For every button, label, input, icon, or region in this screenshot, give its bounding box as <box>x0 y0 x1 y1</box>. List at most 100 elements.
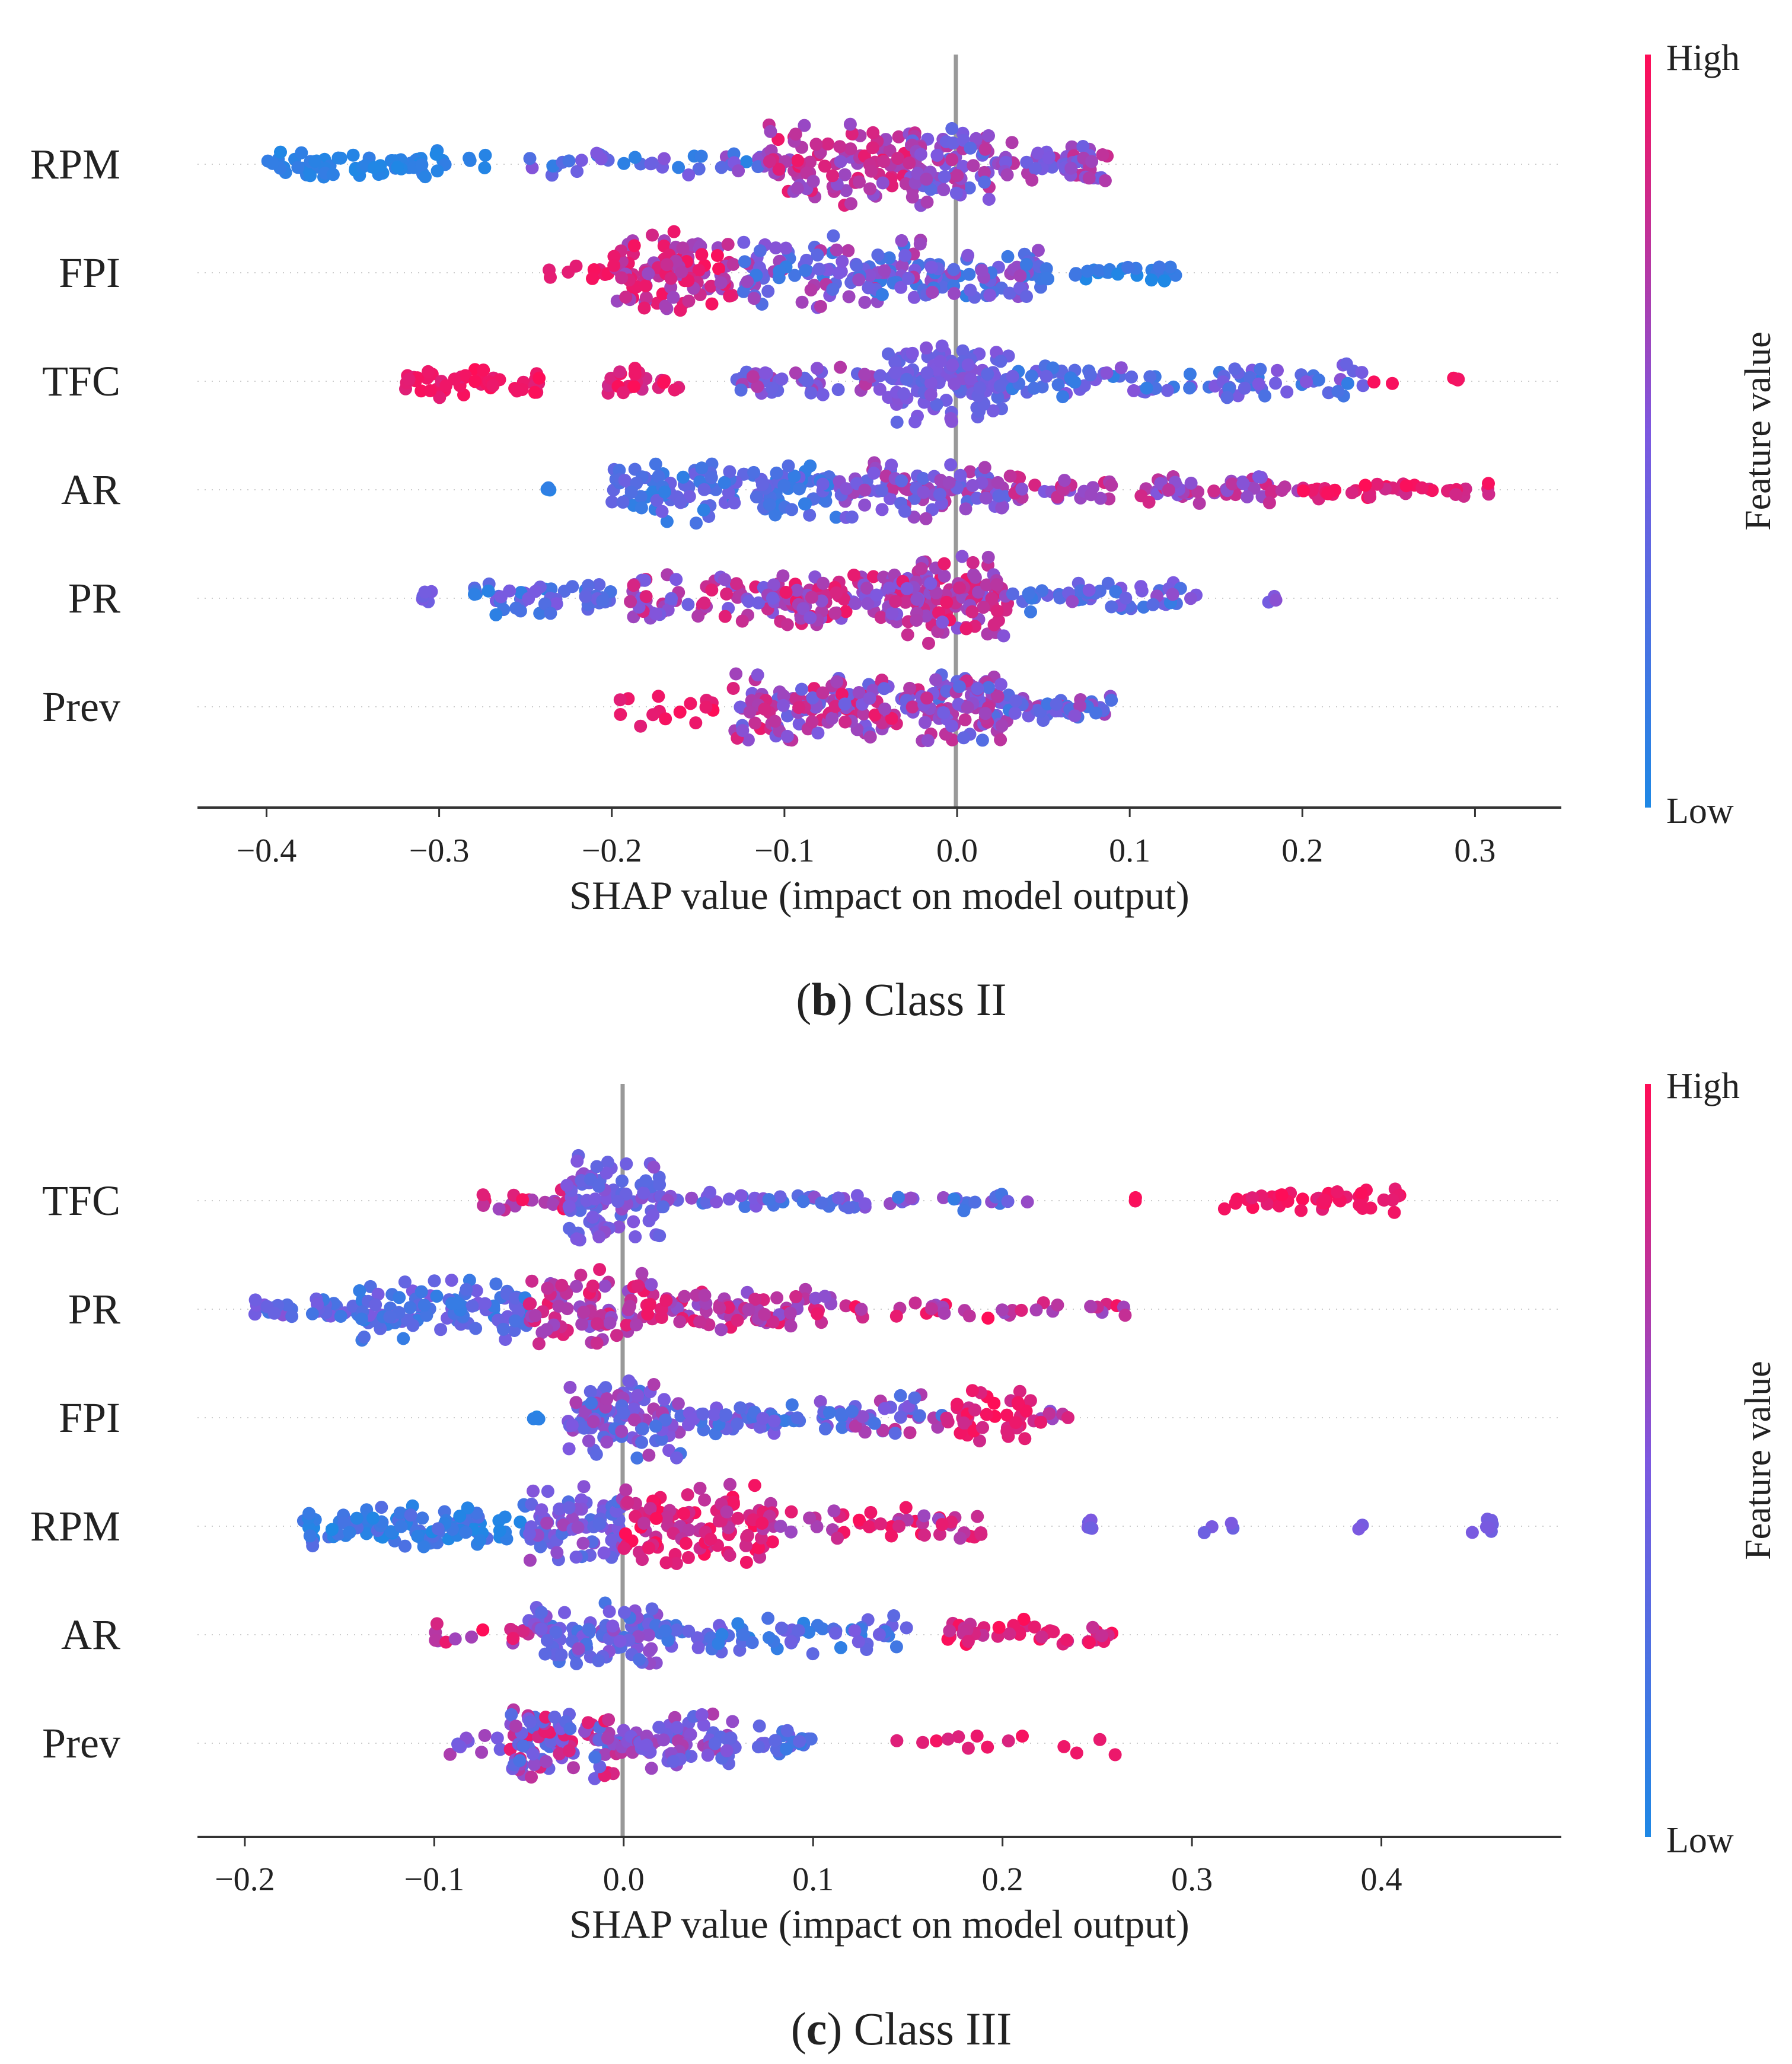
shap-point <box>777 478 791 492</box>
shap-point <box>1070 1746 1083 1760</box>
shap-point <box>562 1442 576 1456</box>
shap-point <box>957 1204 971 1217</box>
shap-point <box>1192 496 1206 510</box>
shap-point <box>1066 595 1079 608</box>
shap-point <box>422 365 435 378</box>
shap-point <box>996 1303 1009 1317</box>
shap-point <box>738 1200 752 1213</box>
shap-point <box>936 615 949 629</box>
shap-point <box>627 1413 641 1427</box>
shap-point <box>646 708 660 722</box>
shap-point <box>566 580 579 594</box>
shap-point <box>678 1290 691 1303</box>
shap-point <box>980 578 993 592</box>
shap-point <box>646 1208 660 1222</box>
shap-point <box>612 1220 626 1234</box>
shap-point <box>592 1517 606 1530</box>
shap-point <box>908 1391 921 1405</box>
shap-point <box>1098 174 1112 187</box>
shap-point <box>810 1520 824 1533</box>
shap-point <box>592 1179 605 1193</box>
shap-point <box>792 701 806 714</box>
shap-point <box>719 1408 733 1422</box>
shap-point <box>647 1160 661 1174</box>
shap-point <box>615 1425 629 1438</box>
shap-point <box>528 1758 541 1771</box>
shap-point <box>539 1711 553 1724</box>
shap-point <box>983 288 997 302</box>
shap-point <box>563 1380 577 1394</box>
caption-class-ii: (b) Class II <box>796 974 1006 1025</box>
shap-point <box>889 595 903 608</box>
panel-class-iii: −0.2 −0.1 0.0 0.1 0.2 0.3 0.4 TFC PR FPI RPM AR Pre… <box>30 1066 1778 2055</box>
shap-point <box>731 1511 745 1525</box>
shap-point <box>947 263 961 276</box>
shap-point <box>945 719 958 733</box>
shap-point <box>834 361 847 374</box>
shap-point <box>675 265 688 279</box>
shap-point <box>857 707 870 721</box>
shap-point <box>761 285 775 298</box>
shap-point <box>1363 490 1377 504</box>
shap-point <box>914 148 927 161</box>
shap-point <box>1158 274 1171 288</box>
shap-point <box>534 1606 548 1619</box>
shap-point <box>775 372 789 386</box>
shap-point <box>430 1617 444 1631</box>
shap-point <box>877 155 891 168</box>
shap-point <box>667 1754 680 1768</box>
shap-point <box>577 1480 591 1494</box>
shap-point <box>600 1166 613 1180</box>
shap-point <box>938 1306 951 1320</box>
shap-point <box>746 370 760 384</box>
shap-point <box>1021 1195 1034 1209</box>
shap-point <box>766 1535 779 1549</box>
shap-point <box>787 469 801 483</box>
shap-point <box>337 1516 351 1530</box>
shap-point <box>476 1623 490 1636</box>
shap-point <box>742 1303 755 1316</box>
shap-point <box>862 1520 876 1534</box>
shap-point <box>834 1641 847 1654</box>
shap-point <box>614 708 627 721</box>
shap-point <box>952 581 966 595</box>
x-tick-label: 0.2 <box>1281 832 1323 869</box>
shap-point <box>949 186 963 200</box>
shap-point <box>638 573 652 587</box>
x-axis-label: SHAP value (impact on model output) <box>569 1902 1190 1947</box>
shap-point <box>429 148 443 161</box>
shap-point <box>398 1275 412 1289</box>
shap-point <box>789 127 802 141</box>
shap-point <box>667 291 680 304</box>
shap-point <box>1386 377 1399 390</box>
shap-point <box>913 237 927 251</box>
shap-point <box>878 702 892 716</box>
shap-point <box>417 1540 431 1553</box>
shap-point <box>892 130 905 143</box>
shap-point <box>1143 370 1157 384</box>
shap-point <box>954 468 967 482</box>
shap-point <box>274 145 287 159</box>
shap-point <box>875 484 889 497</box>
shap-point <box>682 1625 696 1638</box>
shap-point <box>766 591 779 605</box>
shap-point <box>736 1628 750 1641</box>
shap-point <box>1013 269 1027 283</box>
shap-point <box>533 371 546 385</box>
shap-point <box>684 697 697 710</box>
shap-point <box>818 1290 831 1303</box>
shap-point <box>825 712 839 725</box>
shap-point <box>739 155 753 168</box>
shap-point <box>649 1419 662 1433</box>
shap-point <box>888 1427 902 1440</box>
shap-point <box>1146 598 1160 611</box>
colorbar-high-label: High <box>1666 1066 1740 1106</box>
shap-point <box>1105 693 1118 707</box>
shap-point <box>951 1398 964 1411</box>
shap-point <box>1042 151 1056 165</box>
shap-point <box>734 383 748 397</box>
shap-point <box>903 156 916 170</box>
shap-point <box>285 1310 299 1323</box>
shap-point <box>592 1230 606 1243</box>
shap-point <box>1022 587 1035 601</box>
